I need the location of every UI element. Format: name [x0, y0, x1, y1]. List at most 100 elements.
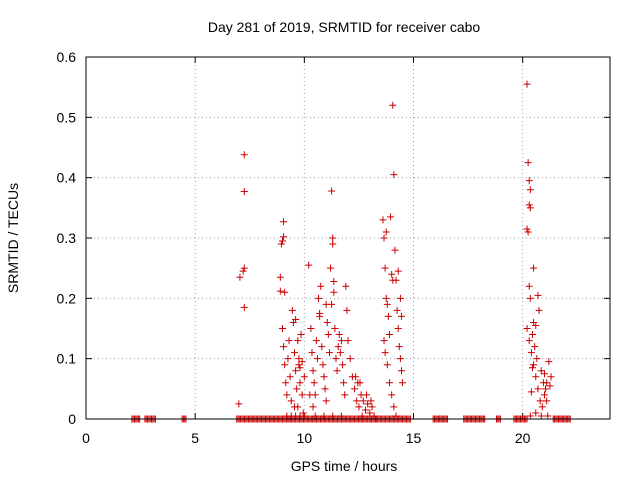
plot-frame: [85, 56, 611, 420]
data-point: [310, 379, 318, 387]
y-tick-label: 0.6: [57, 49, 77, 65]
data-point: [389, 101, 397, 109]
y-tick-label: 0: [68, 411, 76, 427]
data-point: [355, 403, 363, 411]
data-point: [333, 367, 341, 375]
y-tick-label: 0.3: [57, 230, 77, 246]
data-point: [279, 237, 286, 245]
data-point: [312, 337, 320, 345]
data-point: [291, 349, 299, 357]
data-point: [397, 367, 405, 375]
data-point: [295, 361, 303, 369]
data-point: [331, 325, 339, 332]
data-point: [299, 409, 307, 417]
data-point: [240, 151, 248, 159]
data-point: [240, 264, 248, 272]
data-point: [389, 276, 397, 284]
data-point: [528, 331, 536, 339]
y-tick-label: 0.1: [57, 351, 77, 367]
data-point: [352, 373, 360, 381]
data-point: [379, 216, 387, 224]
data-point: [368, 403, 376, 411]
data-point: [236, 273, 244, 281]
data-point: [367, 397, 375, 405]
data-point: [537, 367, 545, 375]
data-point: [528, 364, 536, 372]
data-point: [532, 409, 540, 417]
data-point: [385, 331, 393, 339]
data-point: [279, 325, 286, 332]
data-point: [393, 306, 401, 314]
chart-title: Day 281 of 2019, SRMTID for receiver cab…: [208, 19, 481, 35]
data-point: [523, 325, 531, 332]
data-point: [344, 337, 352, 345]
data-point: [319, 361, 327, 369]
data-point: [394, 267, 402, 275]
data-point: [541, 391, 548, 399]
data-point: [530, 264, 538, 272]
data-point: [281, 288, 289, 296]
y-axis-ticks: 0 0.1 0.2 0.3 0.4 0.5 0.6: [57, 49, 610, 427]
data-point: [330, 288, 338, 296]
data-point: [280, 218, 288, 226]
data-point: [381, 264, 389, 272]
data-point: [394, 325, 402, 332]
data-point: [276, 273, 284, 281]
data-point: [525, 201, 533, 209]
data-point: [361, 406, 369, 414]
data-point: [380, 337, 388, 345]
data-point: [524, 228, 532, 236]
data-point: [525, 177, 533, 185]
data-point: [277, 240, 285, 248]
data-point: [390, 403, 398, 411]
data-point: [526, 204, 534, 212]
data-point: [340, 379, 348, 387]
data-point: [317, 282, 325, 290]
data-point: [523, 80, 531, 88]
data-point: [240, 188, 248, 196]
data-point: [324, 331, 332, 339]
data-point: [525, 337, 533, 345]
data-point: [322, 300, 330, 308]
data-point: [282, 379, 290, 387]
data-point: [523, 225, 531, 233]
data-point: [543, 397, 551, 405]
data-point: [346, 355, 354, 363]
data-point: [381, 349, 389, 357]
data-point: [318, 343, 326, 351]
data-point: [294, 337, 302, 345]
data-point: [341, 391, 349, 399]
data-point: [298, 358, 306, 366]
grid-lines: [86, 57, 610, 419]
data-point: [343, 306, 351, 314]
data-point: [388, 391, 396, 399]
x-tick-label: 10: [297, 430, 313, 446]
data-point: [538, 403, 546, 411]
y-tick-label: 0.4: [57, 170, 77, 186]
data-point: [313, 355, 321, 363]
data-point: [307, 325, 315, 332]
data-point: [524, 159, 532, 167]
data-point: [535, 306, 543, 314]
data-point: [292, 367, 300, 375]
data-point: [351, 385, 359, 393]
data-point: [366, 409, 374, 417]
data-point: [281, 361, 289, 369]
data-point: [382, 228, 390, 236]
data-point: [531, 343, 539, 351]
data-point: [387, 213, 395, 221]
data-point: [329, 234, 337, 242]
data-point: [539, 379, 547, 387]
data-point: [396, 294, 404, 302]
data-point: [329, 240, 337, 248]
data-point: [235, 400, 243, 408]
data-point: [537, 412, 545, 420]
data-point: [388, 270, 396, 278]
data-point: [328, 187, 336, 195]
data-point: [323, 318, 331, 326]
x-tick-label: 5: [191, 430, 199, 446]
data-point: [383, 300, 391, 308]
data-point: [293, 385, 301, 393]
data-point: [280, 233, 288, 241]
data-point: [527, 349, 535, 357]
